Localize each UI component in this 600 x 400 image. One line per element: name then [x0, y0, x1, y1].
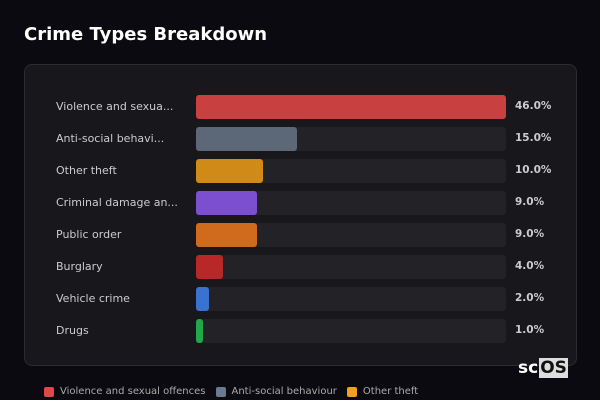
- category-label: Public order: [56, 228, 122, 241]
- chart-card: Violence and sexua... 46.0% Anti-social b…: [24, 64, 577, 366]
- value-label: 46.0%: [515, 100, 552, 112]
- chart-title: Crime Types Breakdown: [24, 24, 268, 45]
- bar-row: Public order 9.0%: [25, 223, 576, 247]
- bar-track: [196, 287, 506, 311]
- bar: [196, 159, 264, 183]
- value-label: 15.0%: [515, 132, 552, 144]
- bar-track: [196, 223, 506, 247]
- value-label: 2.0%: [515, 292, 545, 304]
- category-label: Drugs: [56, 324, 89, 337]
- category-label: Other theft: [56, 164, 117, 177]
- bar: [196, 223, 257, 247]
- bar-row: Violence and sexua... 46.0%: [25, 95, 576, 119]
- value-label: 9.0%: [515, 196, 545, 208]
- bar-row: Burglary 4.0%: [25, 255, 576, 279]
- category-label: Vehicle crime: [56, 292, 130, 305]
- bar-track: [196, 319, 506, 343]
- bar-track: [196, 191, 506, 215]
- bar-track: [196, 127, 506, 151]
- category-label: Burglary: [56, 260, 103, 273]
- value-label: 9.0%: [515, 228, 545, 240]
- category-label: Violence and sexua...: [56, 100, 174, 113]
- legend-swatch: [346, 386, 357, 397]
- bar: [196, 127, 298, 151]
- bar-row: Criminal damage an... 9.0%: [25, 191, 576, 215]
- bar: [196, 95, 506, 119]
- legend-item[interactable]: Other theft: [346, 386, 419, 397]
- bar-track: [196, 159, 506, 183]
- legend-swatch: [215, 386, 226, 397]
- bar-row: Drugs 1.0%: [25, 319, 576, 343]
- bar-row: Vehicle crime 2.0%: [25, 287, 576, 311]
- bar-track: [196, 95, 506, 119]
- value-label: 1.0%: [515, 324, 545, 336]
- bar-track: [196, 255, 506, 279]
- value-label: 10.0%: [515, 164, 552, 176]
- bar: [196, 191, 257, 215]
- logo-text-a: sc: [518, 358, 539, 378]
- category-label: Anti-social behavi...: [56, 132, 165, 145]
- bar: [196, 319, 203, 343]
- legend: Violence and sexual offences Anti-social …: [44, 386, 418, 397]
- value-label: 4.0%: [515, 260, 545, 272]
- legend-swatch: [44, 386, 54, 397]
- legend-label: Anti-social behaviour: [231, 386, 337, 397]
- bar-row: Other theft 10.0%: [25, 159, 576, 183]
- logo: sc OS: [517, 358, 568, 378]
- bar: [196, 287, 210, 311]
- legend-label: Other theft: [362, 386, 419, 397]
- logo-text-b: OS: [539, 358, 568, 378]
- category-label: Criminal damage an...: [56, 196, 178, 209]
- legend-item[interactable]: Violence and sexual offences: [44, 386, 206, 397]
- bar: [196, 255, 223, 279]
- legend-label: Violence and sexual offences: [60, 386, 206, 397]
- legend-item[interactable]: Anti-social behaviour: [215, 386, 337, 397]
- bar-row: Anti-social behavi... 15.0%: [25, 127, 576, 151]
